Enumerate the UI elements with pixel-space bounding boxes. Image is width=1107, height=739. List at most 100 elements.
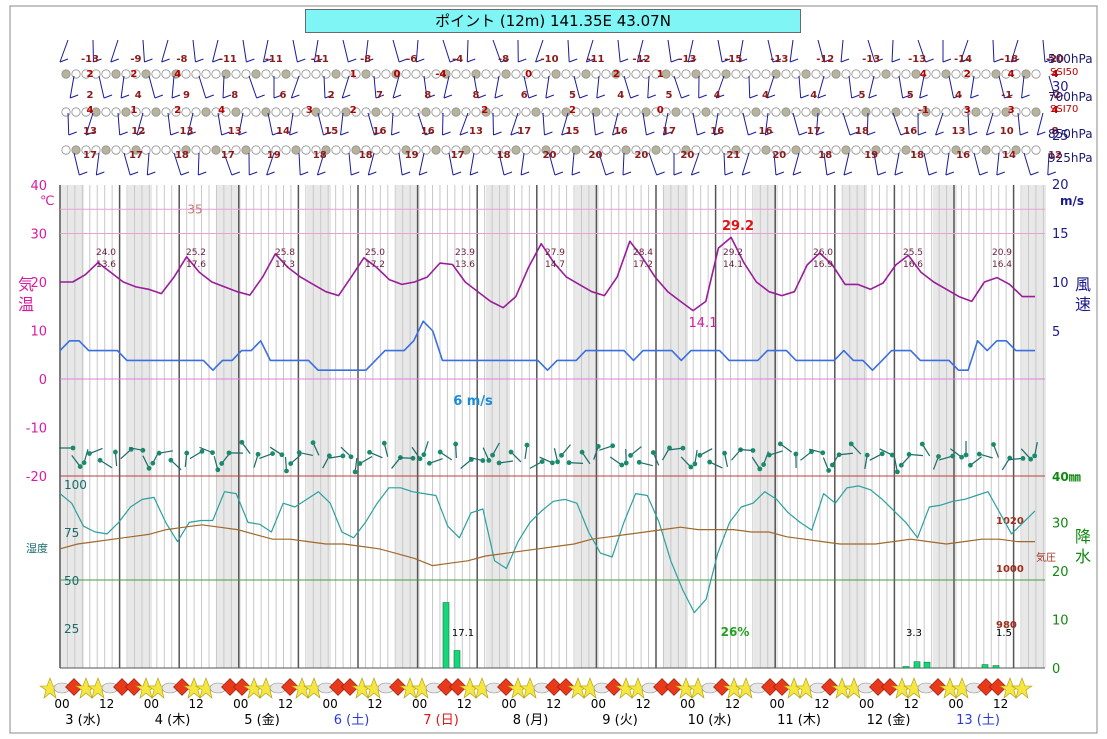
wind-barb-flag <box>1055 94 1064 99</box>
wind-arrow-head <box>270 451 275 457</box>
wind-barb <box>690 152 700 176</box>
cloud-circle <box>901 145 911 155</box>
wind-barb <box>473 75 479 99</box>
cloud-circle <box>531 145 541 155</box>
rain-tick: 20 <box>1052 565 1069 580</box>
cloud-circle <box>751 107 761 117</box>
cloud-circle <box>81 145 91 155</box>
wind-barb-flag <box>1011 58 1020 63</box>
cloud-circle <box>741 69 751 79</box>
ssi50-label: SSI50 <box>1050 67 1078 78</box>
cloud-circle <box>671 69 681 79</box>
wind-barb <box>391 112 394 136</box>
pressure-tick: 1020 <box>996 516 1024 527</box>
cloud-circle <box>151 69 161 79</box>
wind-barb-flag <box>392 94 402 99</box>
cloud-circle <box>231 145 241 155</box>
cloud-circle <box>431 107 441 117</box>
night-band <box>575 185 599 668</box>
upper-air-value: -15 <box>724 54 742 65</box>
wind-barb <box>738 39 744 63</box>
wind-barb <box>647 75 650 99</box>
hour-label: 00 <box>770 697 785 711</box>
cloud-circle <box>931 107 941 117</box>
wind-barb-flag <box>721 58 731 63</box>
cloud-circle <box>821 145 831 155</box>
wind-barb-flag <box>579 94 588 99</box>
cloud-circle <box>321 69 331 79</box>
cloud-circle <box>951 69 961 79</box>
cloud-circle <box>431 69 441 79</box>
cloud-circle <box>401 69 411 79</box>
fire-icon <box>929 678 947 696</box>
cloud-circle <box>941 145 951 155</box>
hour-label: 12 <box>635 697 650 711</box>
cloud-circle <box>641 145 651 155</box>
wind-barb <box>392 39 400 63</box>
cloud-circle <box>321 107 331 117</box>
wind-arrow-head <box>539 459 545 465</box>
wind-barb <box>767 39 774 63</box>
wind-barb <box>187 112 194 136</box>
wind-barb <box>542 112 545 136</box>
cloud-circle <box>941 107 951 117</box>
day-label: 8 (月) <box>513 713 549 728</box>
wind-arrow-head <box>829 462 835 468</box>
cloud-circle <box>671 107 681 117</box>
upper-air-value: 1 <box>130 105 137 116</box>
wind-barb <box>323 75 326 99</box>
wind-barb-flag <box>925 58 934 63</box>
wind-arrow-head <box>879 451 885 457</box>
wind-barb <box>673 75 682 99</box>
wind-barb-flag <box>161 58 170 63</box>
day-label: 3 (水) <box>65 713 101 728</box>
upper-air-value: 20 <box>543 150 557 161</box>
wind-barb <box>520 152 525 176</box>
hour-label: 12 <box>904 697 919 711</box>
wind-barb <box>59 39 69 63</box>
upper-air-value: -18 <box>1000 54 1018 65</box>
cloud-circle <box>191 107 201 117</box>
wind-barb <box>741 152 750 176</box>
cloud-circle <box>391 107 401 117</box>
upper-air-value: 4 <box>714 90 721 101</box>
cloud-circle <box>141 69 151 79</box>
wind-barb <box>248 75 258 99</box>
wind-barb-flag <box>467 58 476 63</box>
cloud-circle <box>441 145 451 155</box>
upper-air-value: 19 <box>405 150 419 161</box>
upper-air-value: 16 <box>903 126 917 137</box>
cloud-circle <box>241 145 251 155</box>
upper-air-value: 13 <box>228 126 242 137</box>
wind-barb-flag <box>535 58 544 63</box>
hour-label: 12 <box>457 697 472 711</box>
cloud-circle <box>811 69 821 79</box>
upper-air-value: 9 <box>183 90 190 101</box>
wind-tick: 10 <box>1052 276 1069 291</box>
wind-barb <box>898 75 904 99</box>
wind-barb-flag <box>1044 58 1054 63</box>
temp-axis-label: 気 <box>18 275 34 294</box>
cloud-circle <box>471 69 481 79</box>
wind-barb-flag <box>342 94 351 99</box>
fire-icon <box>545 678 563 696</box>
fire-icon <box>977 678 995 696</box>
wind-arrow-head <box>87 451 92 456</box>
wind-barb-flag <box>212 58 221 63</box>
wind-arrow-head <box>352 469 358 475</box>
cloud-circle <box>81 107 91 117</box>
wind-barb-flag <box>375 94 385 99</box>
wind-arrow-head <box>156 450 162 456</box>
wind-barb <box>1036 112 1044 136</box>
cloud-circle <box>91 69 101 79</box>
cloud-circle <box>111 145 121 155</box>
wind-barb <box>973 152 981 176</box>
wind-barb <box>848 75 853 99</box>
wind-arrow-head <box>595 443 601 449</box>
wind-barb <box>212 39 219 63</box>
cloud-circle <box>561 69 571 79</box>
upper-air-value: 2 <box>613 69 620 80</box>
day-label: 13 (土) <box>956 713 1000 728</box>
wind-barb <box>448 152 454 176</box>
rain-bar <box>923 661 931 669</box>
